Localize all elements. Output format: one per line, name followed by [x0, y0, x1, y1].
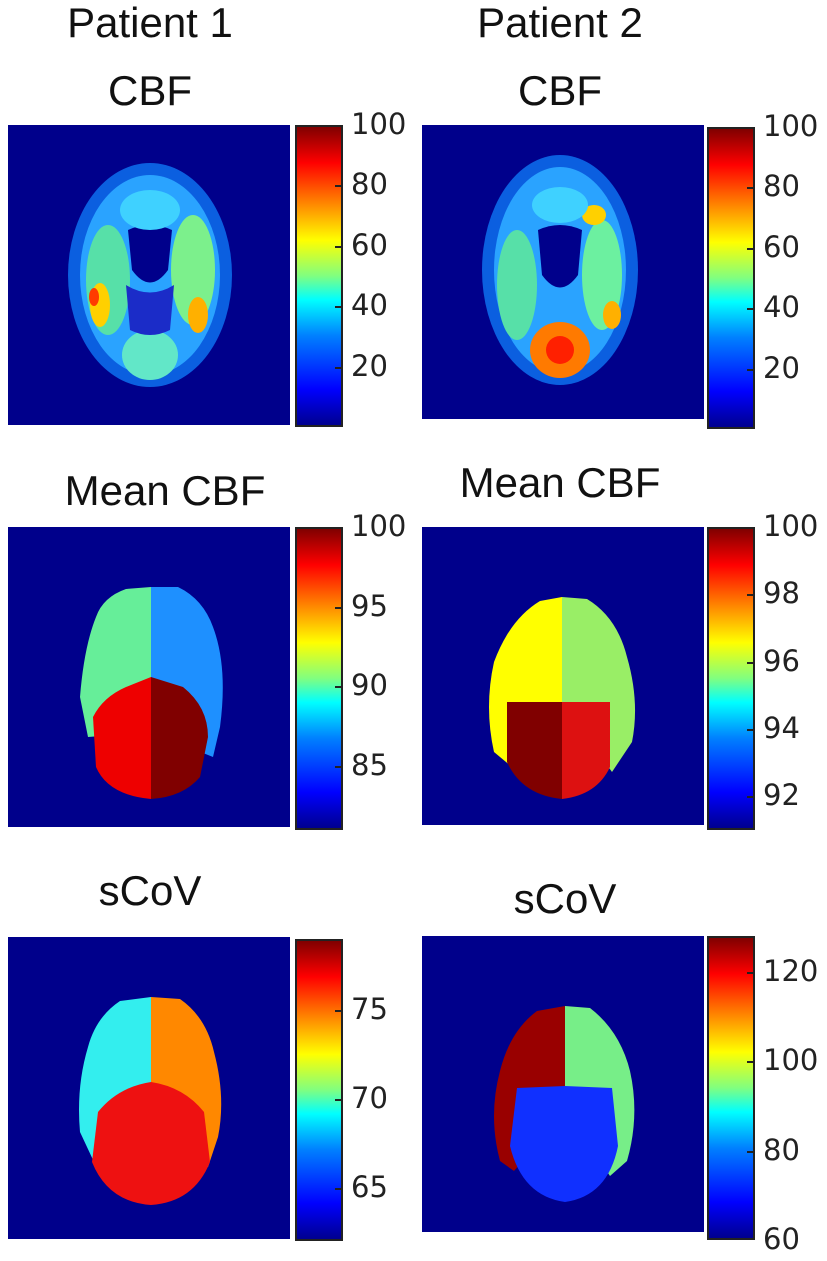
p2-scov-tick-mark	[747, 1061, 753, 1064]
p1-cbf-tick-mark	[335, 125, 341, 127]
p2-cbf-tick-label: 40	[763, 290, 800, 325]
p1-mean-tick-label: 90	[351, 668, 388, 703]
p2-cbf-tick-mark	[747, 368, 753, 371]
p2-mean-colorbar	[707, 527, 755, 830]
p2-cbf-tick-mark	[747, 187, 753, 190]
p2-mean-tick-label: 96	[763, 643, 800, 678]
p2-cbf-title: CBF	[518, 67, 602, 114]
p1-scov-tick-label: 75	[351, 992, 388, 1027]
p2-cbf-tick-label: 100	[763, 109, 819, 143]
p2-scov-tick-label: 60	[763, 1222, 800, 1256]
p1-mean-tick-mark	[335, 527, 341, 529]
p2-mean-map	[422, 527, 704, 825]
p1-mean-tick-mark	[335, 606, 341, 609]
p2-mean-tick-label: 92	[763, 778, 800, 813]
p2-scov-map	[422, 936, 704, 1232]
p1-scov-tick-mark	[335, 1010, 341, 1013]
p2-scov-tick-mark	[747, 1150, 753, 1153]
p1-mean-colorbar	[295, 527, 343, 830]
p1-cbf-title: CBF	[108, 67, 192, 114]
patient1-title: Patient 1	[67, 0, 233, 46]
p2-cbf-tick-label: 80	[763, 169, 800, 204]
p1-scov-map	[8, 937, 290, 1239]
p1-cbf-tick-label: 80	[351, 167, 388, 202]
p2-scov-colorbar	[707, 936, 755, 1240]
p2-scov-tick-label: 100	[763, 1043, 819, 1078]
p1-cbf-tick-mark	[335, 185, 341, 188]
p2-scov-tick-label: 120	[763, 953, 819, 988]
p1-cbf-tick-mark	[335, 245, 341, 248]
p2-scov-tick-mark	[747, 971, 753, 974]
p1-mean-map	[8, 527, 290, 827]
p1-cbf-colorbar	[295, 125, 343, 427]
p1-scov-colorbar	[295, 939, 343, 1241]
p1-scov-tick-mark	[335, 1187, 341, 1190]
p1-cbf-tick-label: 40	[351, 288, 388, 323]
p2-mean-cbf-title: Mean CBF	[459, 459, 661, 506]
p1-cbf-tick-label: 20	[351, 348, 388, 383]
p1-mean-tick-label: 95	[351, 588, 388, 623]
p2-cbf-map	[422, 125, 704, 419]
p2-cbf-tick-mark	[747, 308, 753, 311]
p2-scov-title: sCoV	[513, 875, 617, 922]
p1-scov-title: sCoV	[98, 867, 202, 914]
p1-cbf-map	[8, 125, 290, 425]
p1-cbf-tick-mark	[335, 366, 341, 369]
p1-mean-tick-label: 85	[351, 748, 388, 783]
p1-mean-cbf-title: Mean CBF	[64, 467, 266, 514]
patient2-title: Patient 2	[477, 0, 643, 46]
p1-mean-tick-mark	[335, 686, 341, 689]
p2-mean-tick-label: 98	[763, 576, 800, 611]
p2-mean-tick-mark	[747, 527, 753, 529]
p2-mean-tick-mark	[747, 594, 753, 597]
p2-cbf-tick-label: 20	[763, 350, 800, 385]
p1-scov-tick-label: 70	[351, 1080, 388, 1115]
p2-scov-tick-label: 80	[763, 1132, 800, 1167]
p1-scov-tick-label: 65	[351, 1169, 388, 1204]
p2-mean-tick-label: 94	[763, 711, 800, 745]
p2-mean-tick-mark	[747, 661, 753, 664]
p1-mean-tick-mark	[335, 766, 341, 769]
p2-cbf-colorbar	[707, 127, 755, 429]
p2-scov-tick-mark	[747, 1238, 753, 1240]
p2-cbf-tick-label: 60	[763, 229, 800, 264]
p1-cbf-tick-label: 100	[351, 107, 407, 141]
p1-cbf-tick-label: 60	[351, 227, 388, 262]
p2-mean-tick-mark	[747, 796, 753, 799]
p1-mean-tick-label: 100	[351, 509, 407, 543]
p2-cbf-tick-mark	[747, 247, 753, 250]
p1-cbf-tick-mark	[335, 306, 341, 309]
p2-mean-tick-label: 100	[763, 509, 819, 543]
p1-scov-tick-mark	[335, 1098, 341, 1101]
p2-mean-tick-mark	[747, 729, 753, 731]
p2-cbf-tick-mark	[747, 127, 753, 129]
